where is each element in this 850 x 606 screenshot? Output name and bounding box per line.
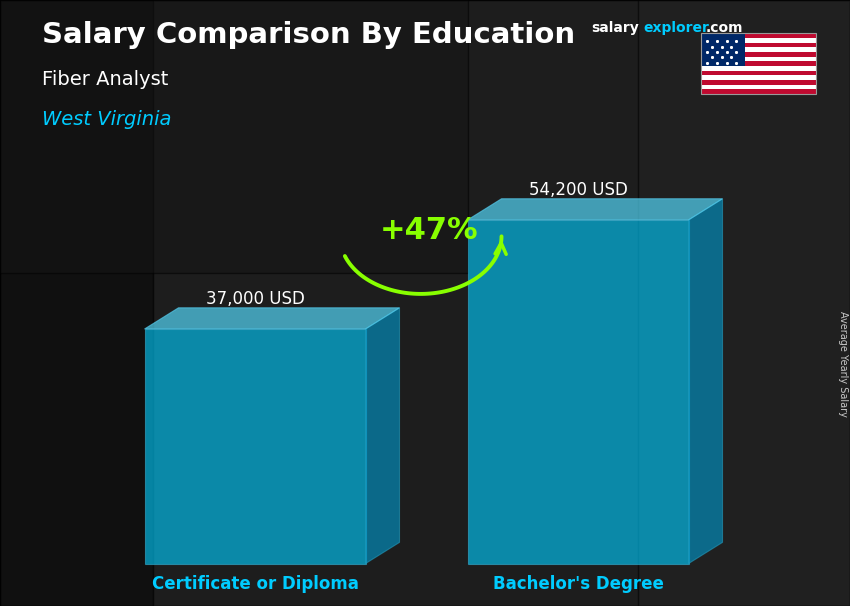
FancyBboxPatch shape — [0, 0, 153, 606]
FancyBboxPatch shape — [701, 38, 816, 42]
Polygon shape — [366, 308, 400, 564]
FancyBboxPatch shape — [0, 0, 468, 273]
Polygon shape — [144, 308, 399, 329]
Text: 37,000 USD: 37,000 USD — [206, 290, 304, 308]
FancyBboxPatch shape — [701, 33, 745, 66]
Text: Fiber Analyst: Fiber Analyst — [42, 70, 169, 88]
FancyBboxPatch shape — [701, 75, 816, 80]
FancyBboxPatch shape — [701, 61, 816, 66]
Polygon shape — [468, 220, 688, 564]
FancyBboxPatch shape — [701, 89, 816, 94]
Text: West Virginia: West Virginia — [42, 110, 172, 129]
Text: salary: salary — [591, 21, 638, 35]
FancyBboxPatch shape — [701, 66, 816, 71]
FancyBboxPatch shape — [153, 0, 638, 606]
Text: Salary Comparison By Education: Salary Comparison By Education — [42, 21, 575, 49]
Text: 54,200 USD: 54,200 USD — [529, 181, 627, 199]
FancyBboxPatch shape — [701, 47, 816, 52]
Text: Average Yearly Salary: Average Yearly Salary — [838, 311, 848, 416]
FancyBboxPatch shape — [701, 71, 816, 75]
FancyBboxPatch shape — [638, 0, 850, 606]
Polygon shape — [688, 199, 722, 564]
Polygon shape — [144, 329, 366, 564]
Text: +47%: +47% — [380, 216, 479, 245]
Polygon shape — [468, 199, 722, 220]
FancyBboxPatch shape — [701, 52, 816, 56]
FancyBboxPatch shape — [701, 56, 816, 61]
Text: Certificate or Diploma: Certificate or Diploma — [151, 574, 359, 593]
FancyBboxPatch shape — [701, 42, 816, 47]
FancyBboxPatch shape — [701, 33, 816, 38]
Text: Bachelor's Degree: Bachelor's Degree — [492, 574, 664, 593]
FancyBboxPatch shape — [701, 85, 816, 89]
FancyBboxPatch shape — [701, 80, 816, 85]
Text: .com: .com — [706, 21, 743, 35]
Text: explorer: explorer — [643, 21, 709, 35]
